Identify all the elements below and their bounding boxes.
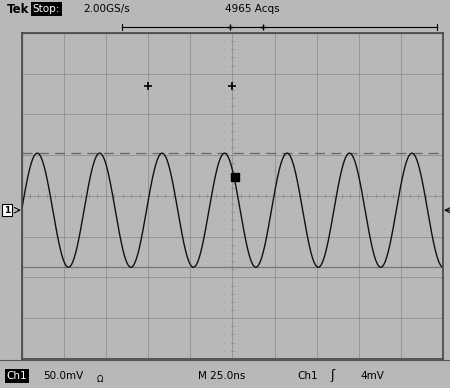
Text: Ch1: Ch1 bbox=[297, 371, 318, 381]
Text: Ω: Ω bbox=[97, 375, 103, 384]
Text: 50.0mV: 50.0mV bbox=[43, 371, 83, 381]
Text: 1: 1 bbox=[4, 206, 10, 215]
Text: Stop:: Stop: bbox=[32, 4, 60, 14]
Text: 4965 Acqs: 4965 Acqs bbox=[225, 4, 279, 14]
Text: Ch1: Ch1 bbox=[7, 371, 27, 381]
Text: 2.00GS/s: 2.00GS/s bbox=[83, 4, 130, 14]
Text: ʃ: ʃ bbox=[331, 369, 335, 382]
Text: Tek: Tek bbox=[7, 3, 29, 16]
Text: M 25.0ns: M 25.0ns bbox=[198, 371, 245, 381]
Text: 4mV: 4mV bbox=[360, 371, 384, 381]
